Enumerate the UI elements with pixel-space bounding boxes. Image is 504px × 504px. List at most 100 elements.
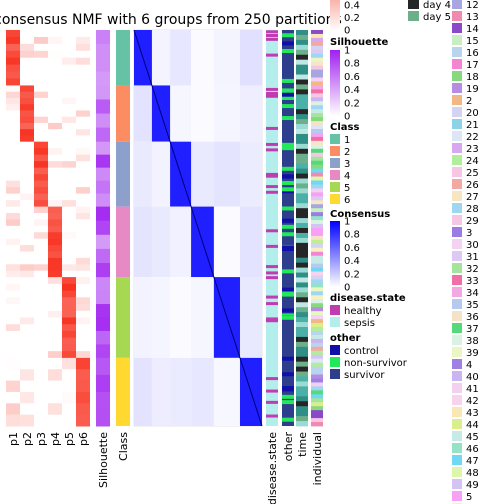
membership-cell (76, 310, 90, 318)
legend-label: 40 (466, 372, 479, 383)
individual-cell (311, 255, 323, 261)
time-cell (296, 331, 308, 338)
membership-cell (20, 245, 34, 252)
other-cell (282, 308, 294, 313)
individual-cell (311, 243, 323, 249)
membership-cell (20, 310, 34, 318)
time-cell (296, 163, 308, 169)
membership-cell (34, 297, 48, 305)
individual-cell (311, 231, 323, 237)
time-cell (296, 203, 308, 209)
time-cell (296, 302, 308, 308)
membership-cell (48, 116, 62, 124)
legend-tick-label: 0.4 (344, 85, 360, 96)
silhouette-cell (96, 263, 110, 278)
legend-swatch (452, 359, 462, 369)
membership-cell (34, 97, 48, 105)
disease-state-cell (266, 148, 278, 152)
disease-state-cell (266, 400, 278, 404)
silhouette-cell (96, 71, 110, 86)
legend-swatch (452, 227, 462, 237)
membership-cell (6, 141, 20, 149)
disease-state-cell (266, 302, 278, 306)
time-cell (296, 119, 308, 125)
column-label: p4 (49, 432, 62, 446)
membership-cell (34, 257, 48, 265)
disease-state-cell (266, 389, 278, 393)
membership-cell (20, 141, 34, 149)
time-cell (296, 178, 308, 184)
other-cell (282, 174, 294, 179)
time-cell (296, 232, 308, 239)
membership-cell (48, 206, 62, 214)
time-cell (296, 322, 308, 328)
time-cell (296, 183, 308, 189)
individual-cell (311, 61, 323, 67)
membership-cell (48, 357, 62, 370)
time-cell (296, 386, 308, 392)
membership-cell (20, 85, 34, 93)
time-cell (296, 237, 308, 244)
time-cell (296, 213, 308, 219)
disease-state-cell (266, 37, 278, 41)
silhouette-cell (96, 330, 110, 345)
legend-swatch (408, 0, 419, 9)
membership-cell (6, 304, 20, 312)
membership-cell (6, 337, 20, 345)
time-cell (296, 287, 308, 293)
membership-cell (34, 64, 48, 73)
membership-cell (20, 257, 34, 265)
membership-cell (76, 257, 90, 265)
membership-cell (20, 277, 34, 285)
membership-cell (76, 193, 90, 201)
membership-cell (48, 78, 62, 86)
legend-swatch (330, 146, 340, 156)
consensus-offblock (170, 30, 192, 86)
membership-cell (76, 30, 90, 38)
membership-cell (6, 30, 20, 38)
membership-cell (6, 310, 20, 318)
membership-cell (34, 380, 48, 393)
membership-cell (20, 337, 34, 345)
membership-cell (62, 219, 76, 227)
legend-swatch (452, 71, 462, 81)
membership-cell (6, 36, 20, 45)
legend-label: 19 (466, 84, 479, 95)
membership-cell (34, 174, 48, 182)
legend-label: sepsis (344, 318, 375, 329)
legend-label: 39 (466, 348, 479, 359)
legend-swatch (330, 317, 340, 327)
individual-cell (311, 176, 323, 181)
membership-cell (34, 78, 48, 86)
membership-cell (48, 50, 62, 59)
legend-title: Class (330, 122, 359, 133)
membership-cell (62, 380, 76, 393)
other-cell (282, 187, 294, 192)
membership-cell (62, 357, 76, 370)
individual-cell (311, 350, 323, 356)
membership-cell (62, 264, 76, 272)
disease-state-cell (266, 126, 278, 130)
membership-cell (62, 206, 76, 214)
membership-cell (20, 129, 34, 136)
consensus-offblock (151, 141, 171, 207)
legend-label: 21 (466, 120, 479, 131)
individual-cell (311, 366, 323, 371)
individual-cell (311, 81, 323, 86)
membership-cell (76, 337, 90, 345)
individual-cell (311, 188, 323, 193)
legend-label: day 4 (423, 0, 451, 11)
time-cell (296, 84, 308, 90)
silhouette-cell (96, 391, 110, 410)
silhouette-cell (96, 57, 110, 73)
individual-cell (311, 338, 323, 344)
membership-cell (62, 213, 76, 220)
time-cell (296, 124, 308, 130)
other-cell (282, 146, 294, 151)
membership-cell (6, 50, 20, 59)
membership-cell (6, 43, 20, 52)
legend-swatch (452, 251, 462, 261)
membership-cell (20, 64, 34, 73)
class-block (116, 277, 130, 358)
